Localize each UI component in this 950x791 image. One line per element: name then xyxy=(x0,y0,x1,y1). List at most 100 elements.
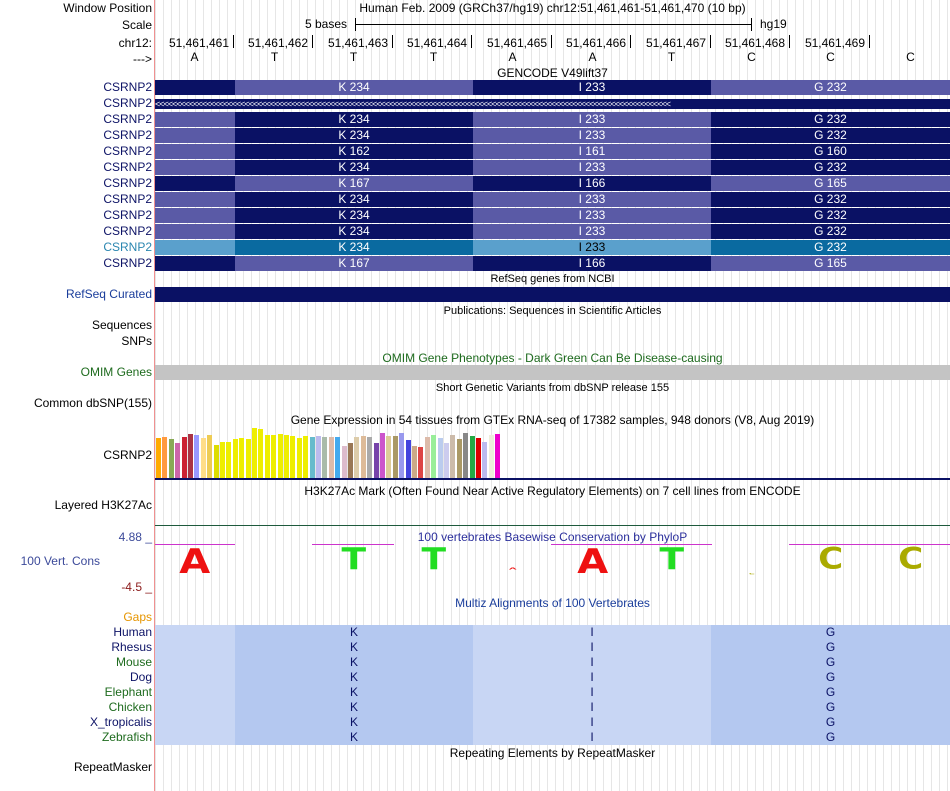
gtex-tissue-bar[interactable] xyxy=(175,443,181,478)
exon-partial-codon[interactable] xyxy=(155,256,235,271)
gencode-transcript-row[interactable]: K 234 I 233 G 232 xyxy=(155,192,950,207)
exon-partial-codon[interactable] xyxy=(155,128,235,143)
exon-codon[interactable]: G 232 xyxy=(711,224,950,239)
gencode-transcript-label[interactable]: CSRNP2 xyxy=(103,144,152,158)
exon-codon[interactable]: G 232 xyxy=(711,160,950,175)
gtex-tissue-bar[interactable] xyxy=(450,435,456,478)
gencode-transcript-row[interactable]: K 234 I 233 G 232 xyxy=(155,208,950,223)
gtex-gene-label[interactable]: CSRNP2 xyxy=(103,448,152,462)
gencode-strand-line[interactable]: <<<<<<<<<<<<<<<<<<<<<<<<<<<<<<<<<<<<<<<<… xyxy=(155,99,950,109)
gtex-tissue-bar[interactable] xyxy=(162,437,168,478)
gencode-transcript-row[interactable]: K 234 I 233 G 232 xyxy=(155,112,950,127)
refseq-feature[interactable] xyxy=(155,287,950,302)
gtex-tissue-bar[interactable] xyxy=(290,436,296,478)
gencode-transcript-label[interactable]: CSRNP2 xyxy=(103,96,152,110)
gtex-tissue-bar[interactable] xyxy=(309,437,315,478)
gtex-tissue-bar[interactable] xyxy=(412,446,417,478)
gtex-tissue-bar[interactable] xyxy=(488,435,494,478)
gtex-tissue-bar[interactable] xyxy=(303,436,309,478)
exon-codon[interactable]: K 162 xyxy=(235,144,473,159)
repeatmasker-label[interactable]: RepeatMasker xyxy=(73,760,152,774)
gencode-transcript-label[interactable]: CSRNP2 xyxy=(103,256,152,270)
gtex-tissue-bar[interactable] xyxy=(437,438,443,478)
gencode-transcript-label[interactable]: CSRNP2 xyxy=(103,176,152,190)
exon-codon[interactable]: G 232 xyxy=(711,80,950,95)
gencode-transcript-label[interactable]: CSRNP2 xyxy=(103,192,152,206)
gencode-transcript-label[interactable]: CSRNP2 xyxy=(103,224,152,238)
gtex-tissue-bar[interactable] xyxy=(367,437,373,478)
gtex-tissue-bar[interactable] xyxy=(373,443,379,478)
gencode-transcript-row[interactable]: K 234 I 233 G 232 xyxy=(155,80,950,95)
exon-codon[interactable]: I 233 xyxy=(473,240,711,255)
gtex-tissue-bar[interactable] xyxy=(386,436,392,478)
gtex-tissue-bar[interactable] xyxy=(392,436,398,478)
gtex-tissue-bar[interactable] xyxy=(194,435,200,478)
multiz-species-label[interactable]: Human xyxy=(113,625,152,639)
exon-codon[interactable]: I 166 xyxy=(473,256,711,271)
gencode-transcript-row[interactable]: K 167 I 166 G 165 xyxy=(155,256,950,271)
exon-codon[interactable]: K 234 xyxy=(235,208,473,223)
gtex-tissue-bar[interactable] xyxy=(226,442,232,478)
exon-codon[interactable]: I 233 xyxy=(473,160,711,175)
gtex-tissue-bar[interactable] xyxy=(399,433,405,478)
layered-h3k27ac-label[interactable]: Layered H3K27Ac xyxy=(54,498,152,512)
gencode-transcript-label[interactable]: CSRNP2 xyxy=(103,128,152,142)
exon-codon[interactable]: K 234 xyxy=(235,112,473,127)
common-dbsnp-label[interactable]: Common dbSNP(155) xyxy=(33,396,152,410)
gtex-tissue-bar[interactable] xyxy=(188,434,193,478)
gencode-transcript-row[interactable]: K 162 I 161 G 160 xyxy=(155,144,950,159)
multiz-species-label[interactable]: Zebrafish xyxy=(101,730,152,744)
gtex-tissue-bar[interactable] xyxy=(495,434,501,478)
exon-partial-codon[interactable] xyxy=(155,240,235,255)
gtex-tissue-bar[interactable] xyxy=(264,435,270,478)
exon-codon[interactable]: I 233 xyxy=(473,208,711,223)
exon-partial-codon[interactable] xyxy=(155,176,235,191)
gencode-transcript-row[interactable]: K 234 I 233 G 232 xyxy=(155,160,950,175)
exon-codon[interactable]: I 161 xyxy=(473,144,711,159)
exon-partial-codon[interactable] xyxy=(155,80,235,95)
gtex-tissue-bar[interactable] xyxy=(207,435,213,478)
gtex-tissue-bar[interactable] xyxy=(284,435,289,478)
exon-codon[interactable]: G 232 xyxy=(711,192,950,207)
gtex-tissue-bar[interactable] xyxy=(469,436,475,478)
exon-partial-codon[interactable] xyxy=(155,224,235,239)
gtex-tissue-bar[interactable] xyxy=(316,436,321,478)
gtex-tissue-bar[interactable] xyxy=(405,440,411,478)
multiz-species-label[interactable]: Elephant xyxy=(104,685,152,699)
browser-image[interactable]: Human Feb. 2009 (GRCh37/hg19) chr12:51,4… xyxy=(155,0,950,791)
omim-feature[interactable] xyxy=(155,365,950,380)
exon-codon[interactable]: K 234 xyxy=(235,224,473,239)
gtex-tissue-bar[interactable] xyxy=(444,443,449,478)
exon-codon[interactable]: I 233 xyxy=(473,112,711,127)
publications-snps-label[interactable]: SNPs xyxy=(121,334,152,348)
conservation-track-label[interactable]: 100 Vert. Cons xyxy=(20,554,100,568)
exon-codon[interactable]: K 234 xyxy=(235,192,473,207)
gtex-tissue-bar[interactable] xyxy=(380,433,385,478)
exon-codon[interactable]: K 167 xyxy=(235,176,473,191)
exon-codon[interactable]: I 233 xyxy=(473,128,711,143)
gtex-tissue-bar[interactable] xyxy=(328,437,334,478)
gencode-transcript-label[interactable]: CSRNP2 xyxy=(103,208,152,222)
exon-codon[interactable]: I 233 xyxy=(473,192,711,207)
gtex-tissue-bar[interactable] xyxy=(220,442,225,478)
exon-codon[interactable]: G 160 xyxy=(711,144,950,159)
gencode-transcript-label[interactable]: CSRNP2 xyxy=(103,240,152,254)
gtex-tissue-bar[interactable] xyxy=(271,435,277,478)
exon-codon[interactable]: K 167 xyxy=(235,256,473,271)
exon-codon[interactable]: K 234 xyxy=(235,128,473,143)
multiz-species-label[interactable]: X_tropicalis xyxy=(89,715,152,729)
gtex-tissue-bar[interactable] xyxy=(341,446,347,478)
exon-partial-codon[interactable] xyxy=(155,112,235,127)
gtex-tissue-bar[interactable] xyxy=(181,437,187,478)
exon-partial-codon[interactable] xyxy=(155,208,235,223)
exon-partial-codon[interactable] xyxy=(155,160,235,175)
gtex-tissue-bar[interactable] xyxy=(232,439,238,478)
gencode-transcript-row[interactable]: K 234 I 233 G 232 xyxy=(155,128,950,143)
gencode-transcript-row[interactable]: K 234 I 233 G 232 xyxy=(155,224,950,239)
publications-sequences-label[interactable]: Sequences xyxy=(91,318,152,332)
gtex-tissue-bar[interactable] xyxy=(335,437,341,478)
